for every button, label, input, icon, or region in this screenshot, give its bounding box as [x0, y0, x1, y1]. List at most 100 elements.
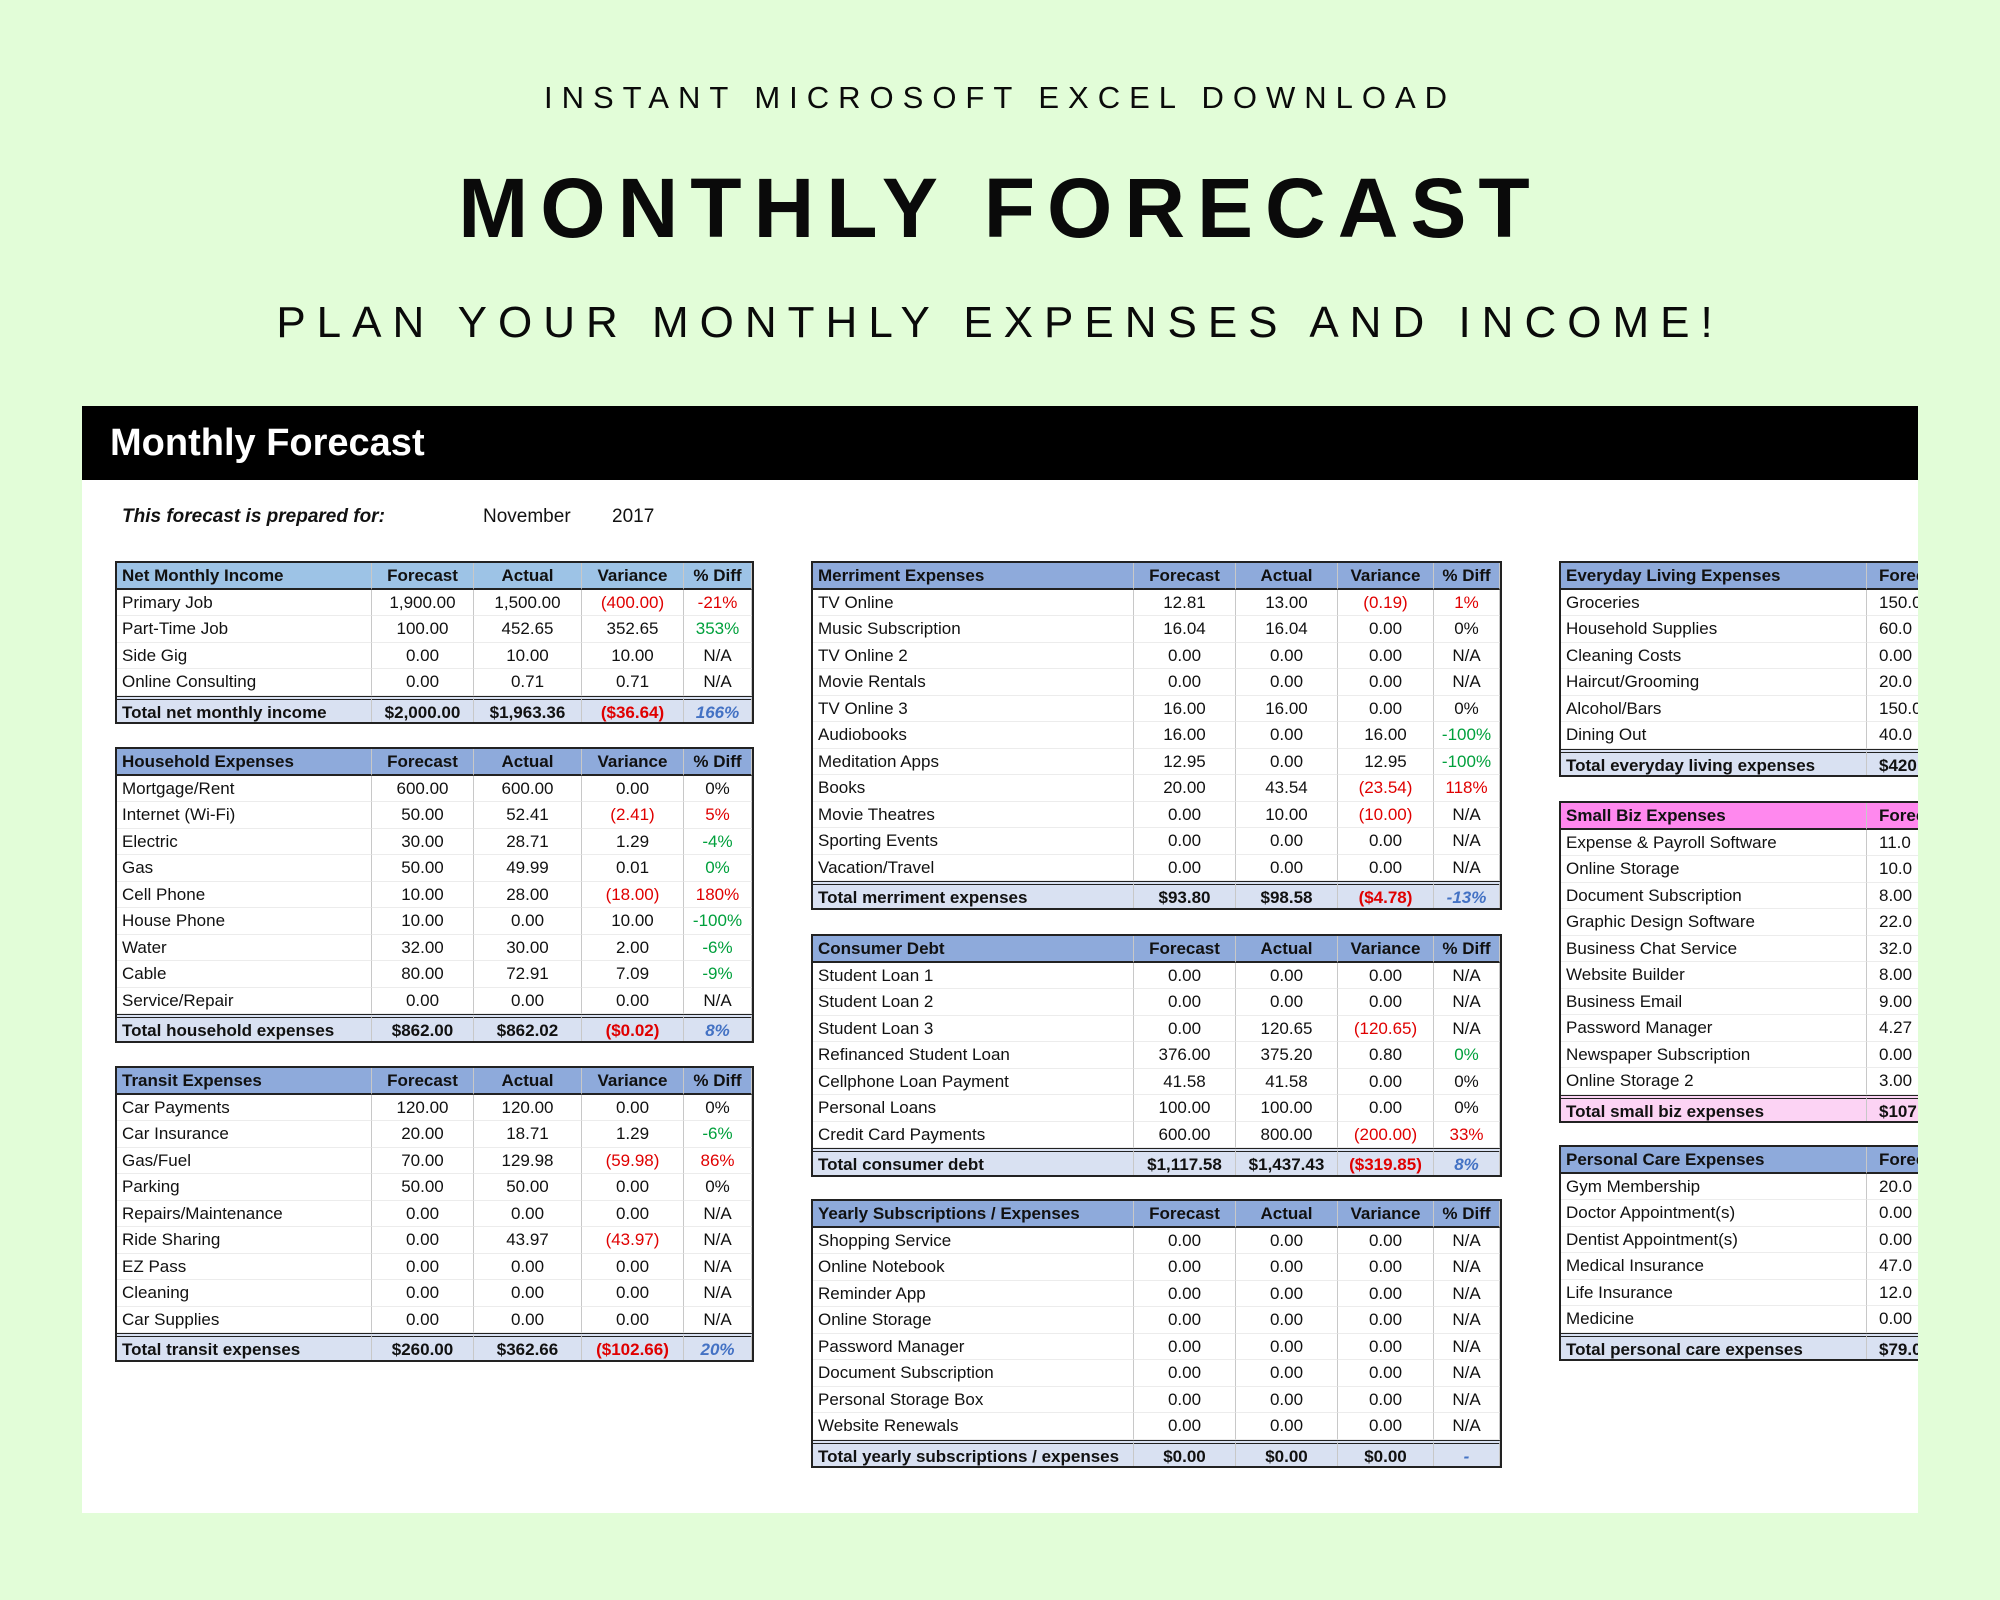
table-cell: 33% — [1434, 1121, 1500, 1148]
table-cell: 129.98 — [474, 1147, 582, 1174]
table-cell: $2,000.00 — [372, 695, 474, 722]
table-cell: % Diff — [1434, 1201, 1500, 1228]
table-cell: 375.20 — [1236, 1042, 1338, 1069]
table-cell: 0.00 — [582, 1253, 684, 1280]
table-cell: 12.95 — [1134, 748, 1236, 775]
table-cell: 16.04 — [1236, 616, 1338, 643]
table-cell: 16.00 — [1338, 722, 1434, 749]
table-cell: Reminder App — [813, 1280, 1134, 1307]
table-cell: 0.00 — [474, 1280, 582, 1307]
table-cell: Haircut/Grooming — [1561, 669, 1867, 696]
table-cell: N/A — [684, 1253, 752, 1280]
table-cell: Consumer Debt — [813, 936, 1134, 963]
subtitle: PLAN YOUR MONTHLY EXPENSES AND INCOME! — [276, 298, 1724, 347]
table-cell: Online Storage — [1561, 856, 1867, 883]
table-cell: Groceries — [1561, 589, 1867, 616]
table-cell: 0.00 — [582, 1280, 684, 1307]
table-cell: 600.00 — [1134, 1121, 1236, 1148]
table-cell: 0.00 — [474, 1253, 582, 1280]
table-cell: 10.00 — [372, 881, 474, 908]
prepared-month: November — [483, 506, 571, 527]
table-cell: $98.58 — [1236, 881, 1338, 908]
table-cell: Forec — [1867, 563, 1918, 590]
table-cell: 0.00 — [1236, 828, 1338, 855]
table-cell: 0.00 — [1134, 1360, 1236, 1387]
table-cell: Meditation Apps — [813, 748, 1134, 775]
table-cell: 0.80 — [1338, 1042, 1434, 1069]
table-cell: 0.00 — [1236, 854, 1338, 881]
table-cell: 800.00 — [1236, 1121, 1338, 1148]
table-cell: 8.00 — [1867, 883, 1918, 909]
table-cell: Refinanced Student Loan — [813, 1042, 1134, 1069]
table-cell: 0.00 — [1338, 1280, 1434, 1307]
table-cell: 0.00 — [1236, 642, 1338, 669]
table-cell: N/A — [1434, 1333, 1500, 1360]
table-cell: 50.00 — [474, 1174, 582, 1201]
table-cell: Document Subscription — [813, 1360, 1134, 1387]
table-cell: N/A — [684, 1280, 752, 1307]
table-cell: 32.00 — [372, 934, 474, 961]
table-cell: N/A — [1434, 828, 1500, 855]
table-cell: 12.0 — [1867, 1280, 1918, 1306]
table-cell: 0.00 — [582, 1094, 684, 1121]
budget-table: Transit Expenses Forecast Actual Variance% … — [115, 1066, 754, 1362]
table-cell: (18.00) — [582, 881, 684, 908]
table-cell: $1,963.36 — [474, 695, 582, 722]
budget-table: Small Biz ExpensesForecExpense & Payroll… — [1559, 801, 1918, 1123]
table-cell: EZ Pass — [117, 1253, 372, 1280]
table-cell: Credit Card Payments — [813, 1121, 1134, 1148]
table-cell: ($102.66) — [582, 1333, 684, 1360]
table-cell: Personal Loans — [813, 1095, 1134, 1122]
table-cell: Total yearly subscriptions / expenses — [813, 1439, 1134, 1466]
budget-table: Everyday Living ExpensesForecGroceries15… — [1559, 561, 1918, 777]
table-cell: N/A — [1434, 1413, 1500, 1440]
table-cell: % Diff — [1434, 936, 1500, 963]
table-cell: ($36.64) — [582, 695, 684, 722]
table-cell: Expense & Payroll Software — [1561, 829, 1867, 856]
table-cell: 0.00 — [1338, 1227, 1434, 1254]
table-cell: (400.00) — [582, 589, 684, 616]
table-cell: Forecast — [1134, 563, 1236, 590]
table-cell: 0.00 — [1134, 669, 1236, 696]
table-cell: 0.00 — [582, 987, 684, 1014]
table-cell: 0.00 — [474, 908, 582, 935]
table-cell: 120.00 — [372, 1094, 474, 1121]
table-cell: 0.00 — [372, 1227, 474, 1254]
table-cell: Doctor Appointment(s) — [1561, 1200, 1867, 1227]
table-cell: Vacation/Travel — [813, 854, 1134, 881]
table-cell: Everyday Living Expenses — [1561, 563, 1867, 590]
table-cell: 0.00 — [372, 987, 474, 1014]
table-cell: 50.00 — [372, 855, 474, 882]
table-cell: 10.0 — [1867, 856, 1918, 883]
table-cell: Forecast — [372, 563, 474, 590]
table-cell: Merriment Expenses — [813, 563, 1134, 590]
table-cell: 22.0 — [1867, 909, 1918, 936]
table-cell: Books — [813, 775, 1134, 802]
table-cell: Forec — [1867, 803, 1918, 830]
table-cell: -100% — [1434, 748, 1500, 775]
table-cell: 1.29 — [582, 828, 684, 855]
table-cell: Net Monthly Income — [117, 563, 372, 590]
table-cell: 1% — [1434, 589, 1500, 616]
table-cell: 353% — [684, 616, 752, 643]
table-cell: 50.00 — [372, 1174, 474, 1201]
table-cell: Total merriment expenses — [813, 881, 1134, 908]
table-cell: 60.0 — [1867, 616, 1918, 643]
table-cell: 41.58 — [1236, 1068, 1338, 1095]
table-cell: ($4.78) — [1338, 881, 1434, 908]
table-cell: 0.00 — [1134, 989, 1236, 1016]
table-cell: 4.27 — [1867, 1015, 1918, 1042]
table-cell: (10.00) — [1338, 801, 1434, 828]
table-cell: 28.71 — [474, 828, 582, 855]
table-cell: 100.00 — [372, 616, 474, 643]
table-cell: Movie Theatres — [813, 801, 1134, 828]
table-cell: 0.00 — [1134, 1386, 1236, 1413]
table-cell: 0.00 — [1134, 1015, 1236, 1042]
table-cell: 0.00 — [1338, 854, 1434, 881]
table-cell: 20.0 — [1867, 1174, 1918, 1200]
table-cell: N/A — [1434, 1360, 1500, 1387]
table-cell: 100.00 — [1236, 1095, 1338, 1122]
table-cell: 100.00 — [1134, 1095, 1236, 1122]
table-cell: 0.71 — [474, 669, 582, 696]
table-cell: -100% — [684, 908, 752, 935]
